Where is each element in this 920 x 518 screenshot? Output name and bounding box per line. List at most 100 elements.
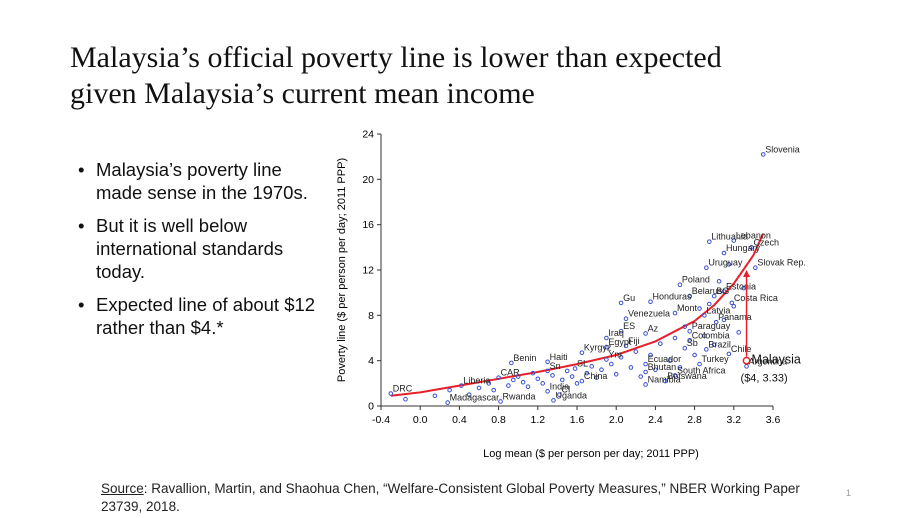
x-tick-label: 0.8 [491, 414, 506, 426]
data-point [687, 328, 693, 334]
data-point [643, 369, 648, 375]
data-point [623, 343, 629, 349]
source-citation: Source: Ravallion, Martin, and Shaohua C… [101, 480, 821, 516]
point-label: Mont [677, 303, 698, 313]
slide-title: Malaysia’s official poverty line is lowe… [70, 40, 870, 112]
x-tick-label: 3.6 [766, 414, 781, 426]
point-label: Slovak Rep. [757, 258, 806, 268]
data-point [704, 347, 709, 352]
point-label: Uganda [555, 390, 587, 400]
x-tick-label: 2.4 [648, 414, 663, 426]
bullet-item: But it is well below international stand… [78, 214, 328, 283]
data-point [557, 392, 562, 397]
malaysia-highlight: Malaysia ($4, 3.33) [741, 270, 801, 385]
data-point [707, 239, 712, 244]
data-point [741, 285, 746, 291]
data-point [535, 376, 541, 382]
data-point [545, 368, 550, 374]
data-point [589, 364, 595, 369]
data-point [672, 373, 678, 378]
x-tick-label: 0.4 [452, 414, 467, 426]
point-label: Lithuania [711, 232, 748, 242]
y-tick-label: 0 [368, 401, 374, 413]
point-label: Gu [623, 293, 635, 303]
data-point [662, 378, 668, 384]
data-point [628, 365, 634, 370]
data-point [692, 352, 697, 358]
data-point [760, 152, 766, 157]
page-number: 1 [846, 488, 852, 498]
data-point [653, 367, 658, 373]
point-label: Madagascar [450, 393, 500, 403]
data-point [638, 374, 644, 379]
point-label: Ym [608, 350, 622, 360]
data-point [753, 265, 758, 271]
point-label: Costa Rica [734, 293, 778, 303]
point-label: Chile [731, 344, 752, 354]
point-label: Liberia [463, 376, 490, 386]
data-point [672, 310, 678, 316]
data-point [721, 317, 727, 323]
point-label: BG [716, 286, 729, 296]
data-point [711, 293, 717, 299]
data-point [594, 375, 599, 380]
source-text: : Ravallion, Martin, and Shaohua Chen, “… [101, 481, 800, 514]
point-label: Turkey [702, 354, 730, 364]
data-point [466, 392, 472, 397]
x-tick-label: 1.2 [530, 414, 545, 426]
data-point [658, 341, 663, 346]
data-point [579, 350, 585, 356]
data-point [560, 377, 565, 383]
data-point [604, 344, 609, 350]
data-point [672, 335, 678, 341]
point-label: CI [561, 385, 570, 395]
data-point [520, 379, 526, 385]
data-point [677, 282, 683, 288]
data-point [574, 381, 580, 386]
point-label: Az [648, 323, 659, 333]
data-point [572, 366, 578, 371]
data-point [618, 328, 624, 334]
y-tick-label: 8 [368, 310, 374, 322]
point-label: Colombia [692, 330, 730, 340]
data-point [721, 289, 727, 294]
data-point [633, 349, 639, 354]
x-tick-label: 2.0 [609, 414, 624, 426]
data-point [545, 388, 550, 394]
data-point [667, 358, 673, 363]
data-point [618, 300, 624, 306]
data-point [599, 367, 604, 373]
point-label: Honduras [653, 292, 693, 302]
data-point [716, 279, 722, 284]
data-point [643, 382, 648, 387]
source-label: Source [101, 481, 144, 496]
data-point [697, 306, 702, 311]
point-label: Poland [682, 275, 710, 285]
point-label: Sn [550, 361, 561, 371]
data-point [618, 354, 624, 360]
data-point [623, 316, 629, 322]
data-point [731, 303, 737, 309]
data-point [702, 333, 707, 339]
point-label: Hungary [726, 243, 761, 253]
x-axis-label: Log mean ($ per person per day; 2011 PPP… [483, 448, 699, 460]
point-label: DRC [393, 384, 413, 394]
point-label: Uruguay [708, 258, 743, 268]
data-point [506, 383, 511, 388]
point-label: ES [623, 321, 635, 331]
y-tick-label: 20 [362, 174, 374, 186]
data-point [545, 359, 550, 365]
point-label: Ecuador [648, 354, 682, 364]
data-point [584, 370, 590, 376]
point-label: Paraguay [692, 321, 731, 331]
data-point [731, 238, 737, 243]
chart-axes: -0.4 0.0 0.4 0.8 1.2 1.6 2.0 2.4 2.8 3.2 3.6 0 4 8 12 1… [362, 129, 780, 427]
data-point [726, 351, 732, 357]
y-tick-label: 16 [362, 219, 374, 231]
point-label: Venezuela [628, 309, 670, 319]
data-point [648, 299, 653, 305]
point-label: Latvia [706, 305, 730, 315]
x-tick-label: 3.2 [726, 414, 741, 426]
point-label: CAR [501, 368, 521, 378]
malaysia-value-label: ($4, 3.33) [741, 373, 788, 385]
